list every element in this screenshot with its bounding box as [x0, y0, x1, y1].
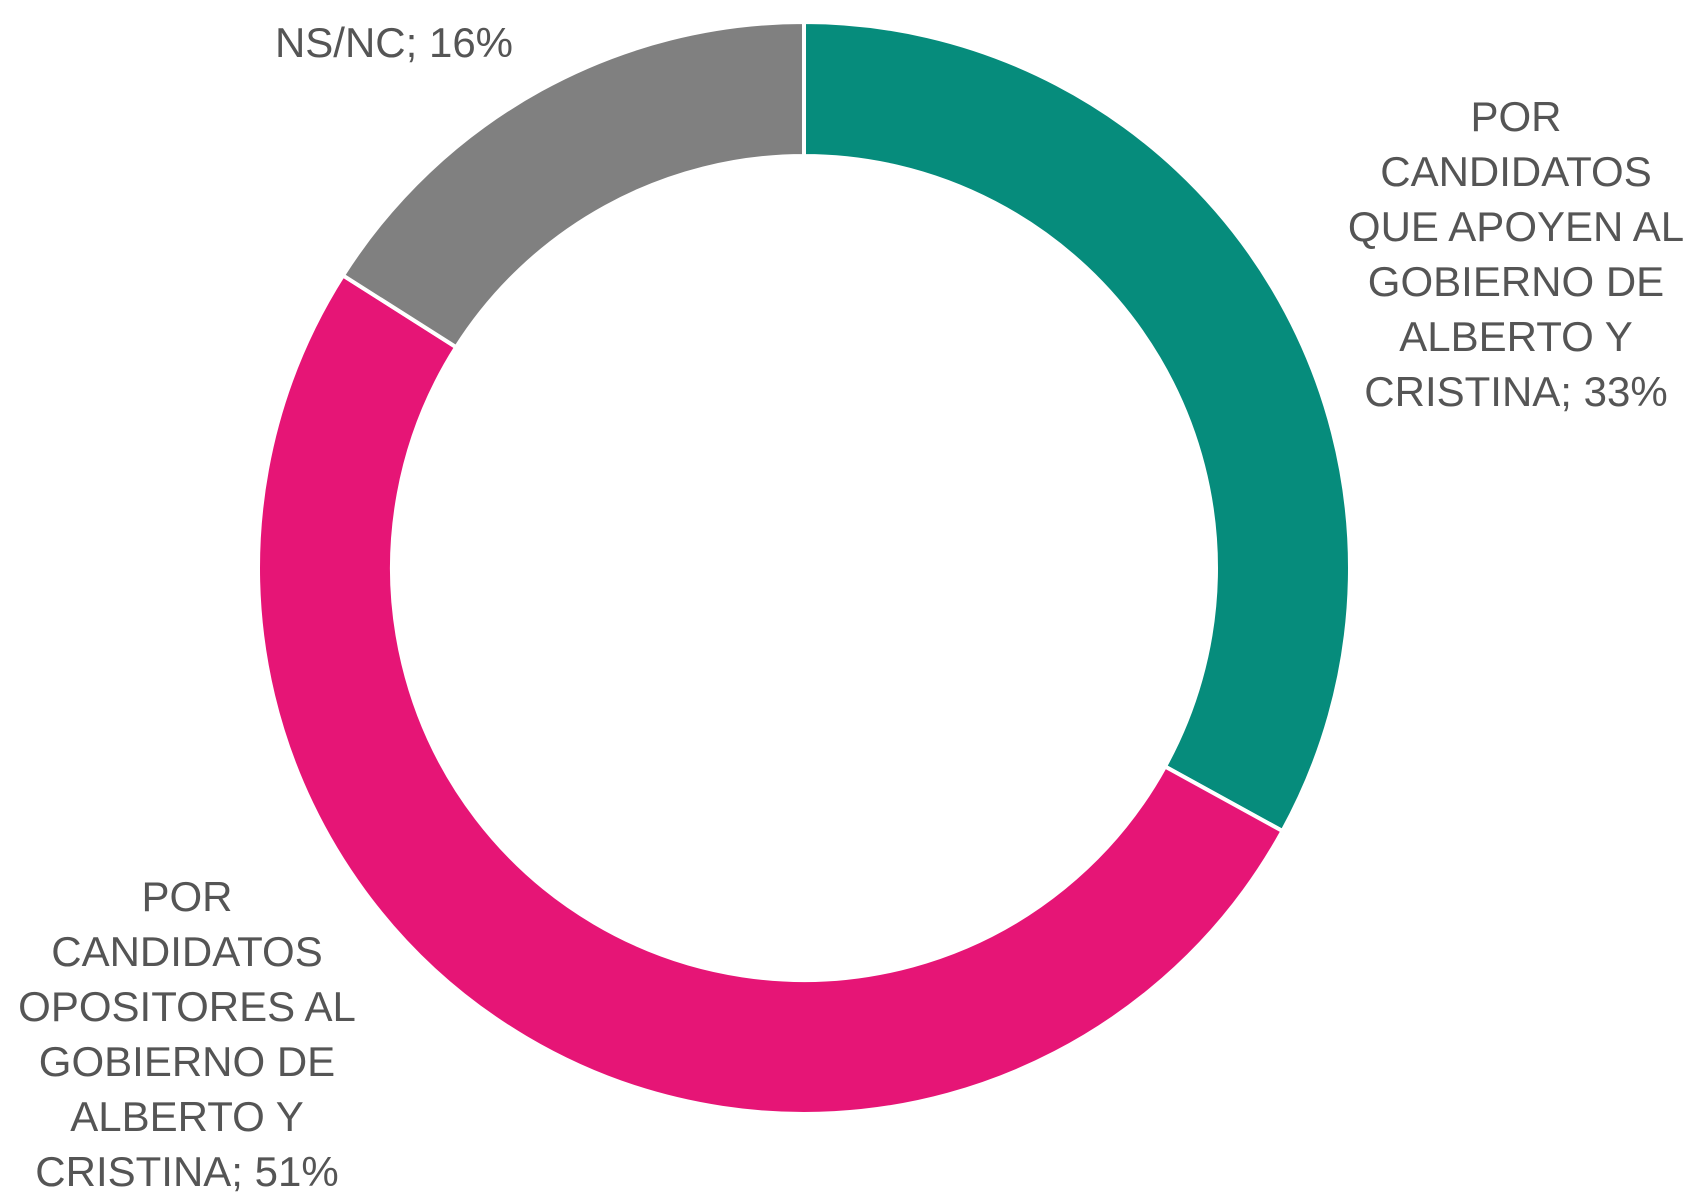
slice-label: QUE APOYEN AL	[1348, 203, 1684, 250]
slice-label: NS/NC; 16%	[275, 19, 513, 66]
slice	[340, 19, 806, 350]
slice-label: CANDIDATOS	[51, 928, 322, 975]
slice-label: GOBIERNO DE	[39, 1038, 335, 1085]
slice-label: POR	[141, 873, 232, 920]
slice-label: CRISTINA; 33%	[1364, 368, 1667, 415]
slice	[255, 272, 1286, 1117]
slice-label: OPOSITORES AL	[18, 983, 356, 1030]
slice-label: POR	[1470, 93, 1561, 140]
slice-label: GOBIERNO DE	[1368, 258, 1664, 305]
slice-label: ALBERTO Y	[1399, 313, 1632, 360]
slice	[802, 19, 1352, 834]
slice-label: ALBERTO Y	[70, 1093, 303, 1140]
slice-label: CANDIDATOS	[1380, 148, 1651, 195]
slice-label: CRISTINA; 51%	[35, 1148, 338, 1195]
